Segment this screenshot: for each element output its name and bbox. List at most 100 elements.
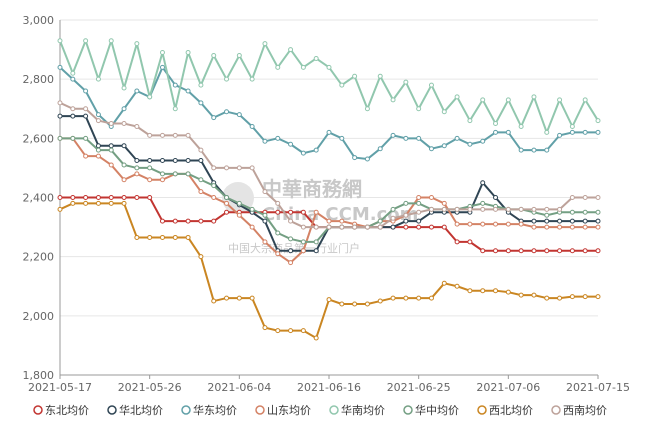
data-point[interactable] (518, 124, 524, 129)
data-point[interactable] (159, 171, 165, 177)
data-point[interactable] (275, 200, 281, 206)
data-point[interactable] (185, 158, 191, 164)
data-point[interactable] (403, 212, 409, 218)
data-point[interactable] (198, 189, 204, 195)
data-point[interactable] (480, 206, 486, 212)
data-point[interactable] (57, 135, 63, 141)
data-point[interactable] (467, 221, 473, 227)
data-point[interactable] (262, 189, 268, 195)
data-point[interactable] (185, 132, 191, 138)
data-point[interactable] (467, 239, 473, 245)
data-point[interactable] (172, 106, 178, 112)
data-point[interactable] (569, 224, 575, 230)
data-point[interactable] (236, 200, 242, 206)
data-point[interactable] (403, 200, 409, 206)
data-point[interactable] (121, 200, 127, 206)
data-point[interactable] (595, 294, 601, 300)
data-point[interactable] (544, 147, 550, 153)
data-point[interactable] (83, 153, 89, 159)
data-point[interactable] (493, 206, 499, 212)
data-point[interactable] (108, 162, 114, 168)
data-point[interactable] (95, 76, 101, 82)
data-point[interactable] (249, 295, 255, 301)
data-point[interactable] (121, 106, 127, 112)
data-point[interactable] (454, 135, 460, 141)
data-point[interactable] (313, 239, 319, 245)
data-point[interactable] (159, 218, 165, 224)
data-point[interactable] (70, 76, 76, 82)
data-point[interactable] (159, 132, 165, 138)
data-point[interactable] (224, 295, 230, 301)
data-point[interactable] (275, 251, 281, 257)
data-point[interactable] (441, 280, 447, 286)
data-point[interactable] (134, 124, 140, 129)
data-point[interactable] (582, 224, 588, 230)
data-point[interactable] (95, 143, 101, 149)
data-point[interactable] (313, 224, 319, 230)
data-point[interactable] (352, 73, 358, 79)
data-point[interactable] (95, 112, 101, 118)
data-point[interactable] (121, 177, 127, 183)
data-point[interactable] (198, 82, 204, 88)
data-point[interactable] (428, 295, 434, 301)
data-point[interactable] (390, 132, 396, 138)
legend-item[interactable]: 华北均价 (107, 403, 163, 417)
data-point[interactable] (480, 221, 486, 227)
data-point[interactable] (108, 121, 114, 127)
data-point[interactable] (185, 50, 191, 56)
data-point[interactable] (313, 335, 319, 341)
data-point[interactable] (480, 97, 486, 103)
data-point[interactable] (249, 206, 255, 212)
data-point[interactable] (198, 218, 204, 224)
data-point[interactable] (569, 124, 575, 129)
data-point[interactable] (364, 156, 370, 162)
data-point[interactable] (249, 124, 255, 129)
data-point[interactable] (428, 82, 434, 88)
data-point[interactable] (326, 218, 332, 224)
data-point[interactable] (134, 88, 140, 94)
data-point[interactable] (416, 195, 422, 200)
data-point[interactable] (198, 100, 204, 106)
data-point[interactable] (518, 221, 524, 227)
data-point[interactable] (416, 209, 422, 215)
data-point[interactable] (339, 218, 345, 224)
data-point[interactable] (224, 209, 230, 215)
data-point[interactable] (172, 218, 178, 224)
data-point[interactable] (147, 132, 153, 138)
data-point[interactable] (159, 234, 165, 240)
data-point[interactable] (569, 195, 575, 200)
data-point[interactable] (95, 147, 101, 153)
data-point[interactable] (159, 158, 165, 164)
data-point[interactable] (185, 88, 191, 94)
data-point[interactable] (83, 113, 89, 119)
data-point[interactable] (159, 50, 165, 56)
data-point[interactable] (236, 295, 242, 301)
legend-item[interactable]: 西北均价 (477, 404, 533, 417)
data-point[interactable] (493, 121, 499, 127)
data-point[interactable] (569, 129, 575, 135)
data-point[interactable] (518, 206, 524, 212)
data-point[interactable] (595, 195, 601, 200)
data-point[interactable] (441, 200, 447, 206)
data-point[interactable] (147, 234, 153, 240)
data-point[interactable] (224, 200, 230, 206)
data-point[interactable] (569, 218, 575, 224)
data-point[interactable] (582, 248, 588, 254)
data-point[interactable] (531, 224, 537, 230)
data-point[interactable] (428, 224, 434, 230)
data-point[interactable] (505, 129, 511, 135)
data-point[interactable] (569, 248, 575, 254)
data-point[interactable] (403, 135, 409, 141)
data-point[interactable] (480, 200, 486, 206)
data-point[interactable] (134, 165, 140, 171)
data-point[interactable] (262, 41, 268, 47)
data-point[interactable] (108, 147, 114, 153)
data-point[interactable] (262, 239, 268, 245)
data-point[interactable] (70, 200, 76, 206)
data-point[interactable] (467, 206, 473, 212)
data-point[interactable] (288, 248, 294, 254)
data-point[interactable] (352, 301, 358, 307)
data-point[interactable] (172, 82, 178, 88)
data-point[interactable] (108, 195, 114, 200)
data-point[interactable] (300, 328, 306, 334)
